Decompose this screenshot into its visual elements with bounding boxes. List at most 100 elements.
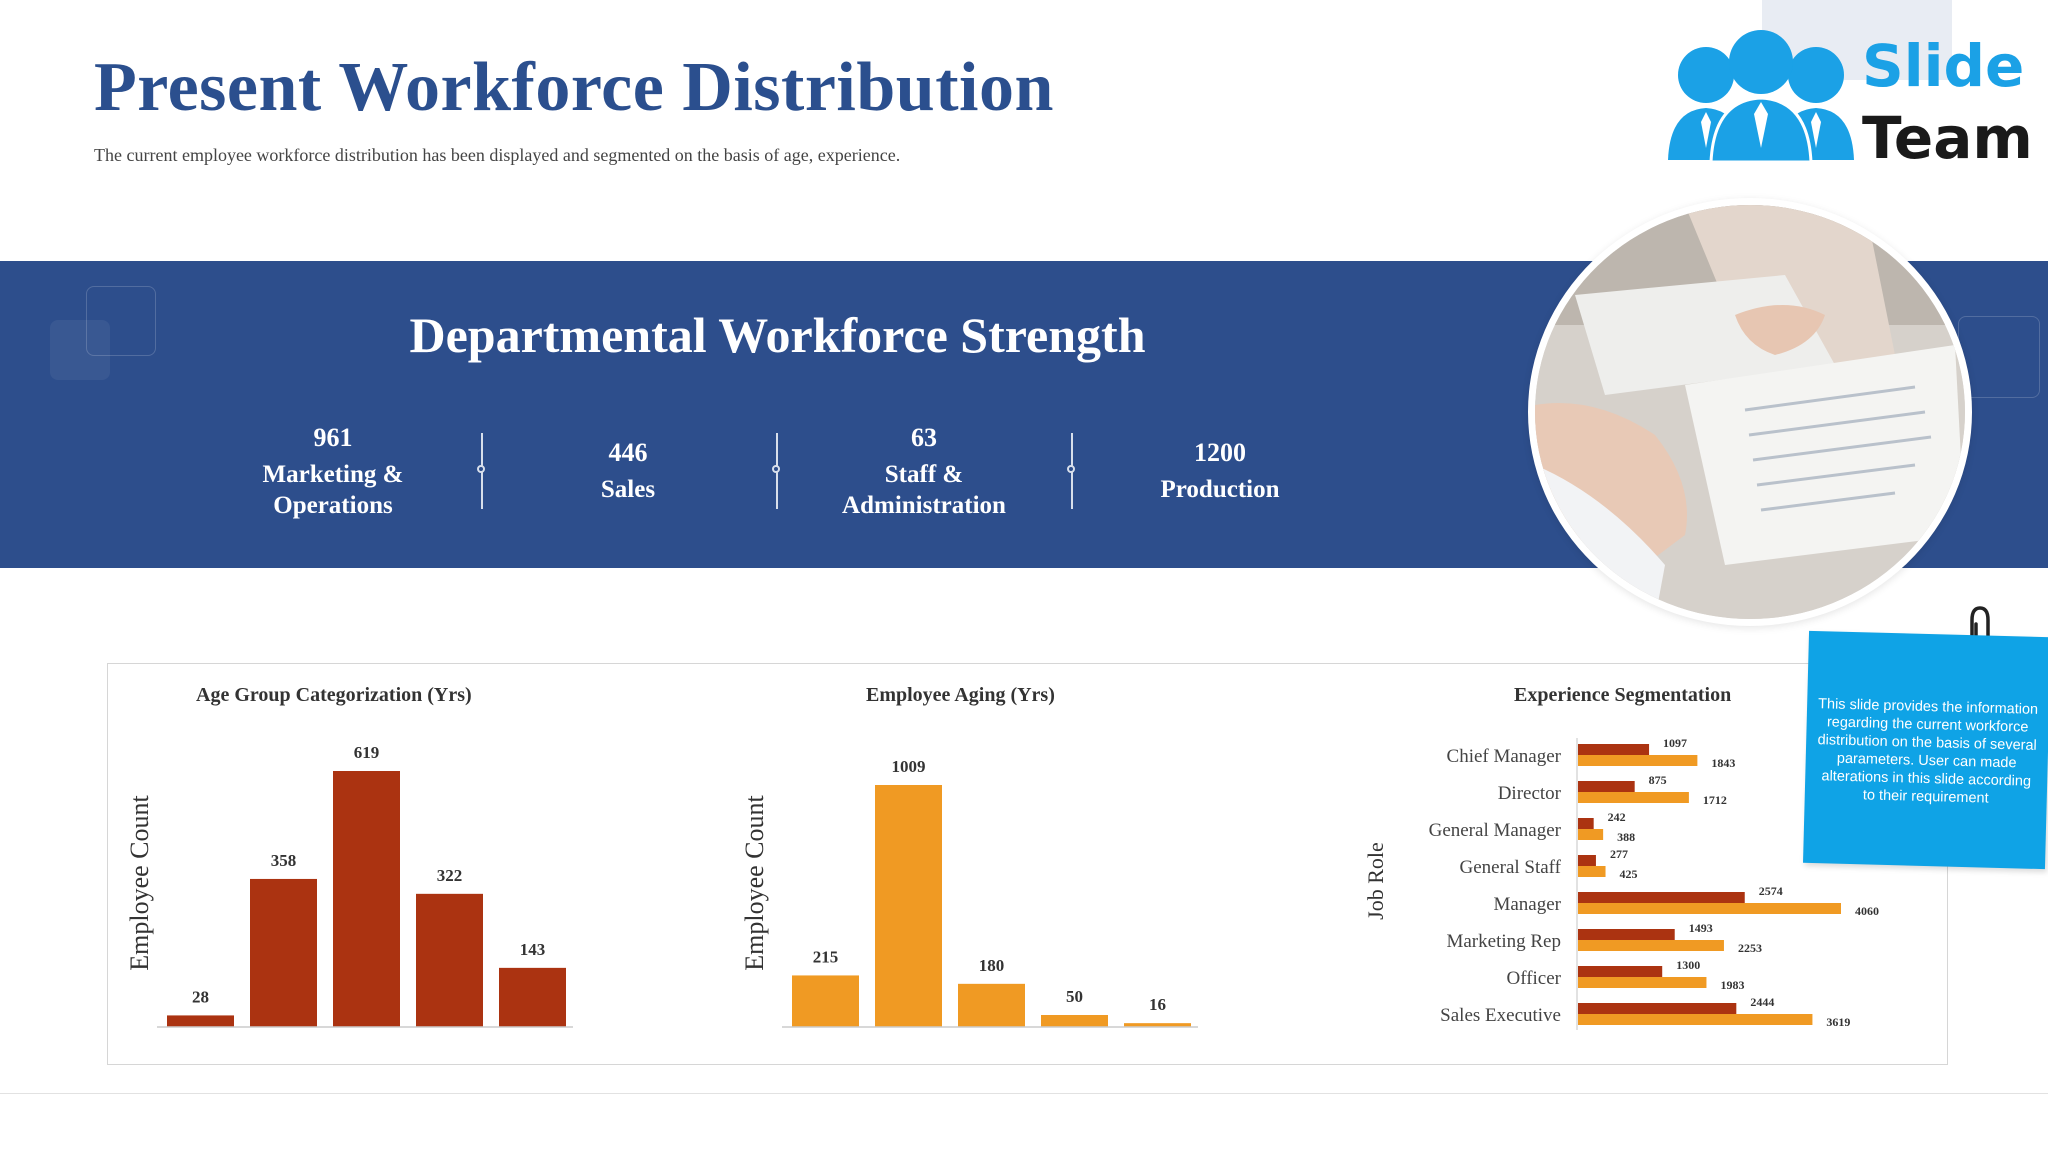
stat-value: 1200 (1194, 438, 1246, 467)
experience-data-label: 1983 (1720, 978, 1744, 992)
banner-title: Departmental Workforce Strength (409, 307, 1146, 363)
experience-bar (1578, 903, 1841, 914)
experience-data-label: 1843 (1711, 756, 1735, 770)
age-chart-data-label: 143 (520, 940, 546, 959)
sticky-note-text: This slide provides the information rega… (1817, 696, 2039, 807)
age-chart-y-axis-label: Employee Count (125, 794, 154, 970)
experience-data-label: 1097 (1663, 736, 1687, 750)
experience-chart-y-axis-label: Job Role (1363, 842, 1388, 920)
experience-bar (1578, 818, 1594, 829)
experience-category-label: Chief Manager (1447, 746, 1562, 767)
experience-category-label: General Staff (1460, 857, 1562, 878)
stat-label: Sales (600, 476, 656, 503)
experience-bar (1578, 977, 1707, 988)
experience-data-label: 875 (1649, 773, 1667, 787)
experience-data-label: 2444 (1750, 995, 1774, 1009)
experience-data-label: 4060 (1855, 904, 1879, 918)
experience-chart: Job Role Chief Manager 1097 1843 Director 87… (1363, 736, 1879, 1030)
stat-label: Production (1160, 476, 1280, 503)
experience-bar (1578, 855, 1596, 866)
experience-category-label: Marketing Rep (1446, 931, 1561, 952)
stat-label: Operations (273, 492, 393, 519)
stat-label: Marketing & (262, 461, 404, 488)
age-chart-bar (250, 878, 317, 1027)
stat-label: Staff & (884, 461, 964, 488)
logo-word-team: Team (1862, 104, 2033, 172)
experience-category-label: Officer (1506, 968, 1561, 989)
stat-staff-administration: 63 Staff & Administration (794, 423, 1054, 521)
experience-data-label: 1493 (1689, 921, 1713, 935)
banner-decor-square (86, 286, 156, 356)
stat-value: 446 (608, 438, 648, 467)
experience-bar (1578, 940, 1724, 951)
experience-chart-title: Experience Segmentation (1514, 684, 1732, 706)
experience-bar (1578, 966, 1663, 977)
experience-category-label: Sales Executive (1440, 1005, 1561, 1026)
slideteam-logo: Slide Team (1660, 0, 2033, 172)
experience-bar (1578, 781, 1635, 792)
experience-data-label: 2574 (1759, 884, 1783, 898)
experience-bar (1578, 892, 1745, 903)
stat-marketing-operations: 961 Marketing & Operations (203, 423, 463, 521)
stat-separator (477, 433, 485, 509)
employee-aging-chart: Employee Count 215 1009 180 50 16 (740, 757, 1198, 1028)
experience-bar (1578, 1014, 1813, 1025)
stat-production: 1200 Production (1090, 438, 1350, 505)
age-chart-title: Age Group Categorization (Yrs) (196, 684, 472, 706)
aging-chart-title: Employee Aging (Yrs) (866, 684, 1055, 706)
experience-data-label: 1712 (1703, 793, 1727, 807)
experience-bar (1578, 929, 1675, 940)
experience-data-label: 3619 (1826, 1015, 1850, 1029)
experience-bar (1578, 792, 1689, 803)
sticky-note: This slide provides the information rega… (1803, 630, 2048, 870)
meeting-photo (1528, 198, 1972, 626)
stat-separator (1067, 433, 1075, 509)
experience-bar (1578, 744, 1650, 755)
aging-chart-data-label: 180 (979, 956, 1005, 975)
banner-decor-square (50, 320, 110, 380)
aging-chart-data-label: 16 (1149, 995, 1166, 1014)
age-chart-bar (499, 967, 566, 1027)
experience-data-label: 242 (1608, 810, 1626, 824)
footer-divider (0, 1093, 2048, 1094)
aging-chart-data-label: 50 (1066, 987, 1083, 1006)
experience-data-label: 388 (1617, 830, 1635, 844)
experience-data-label: 277 (1610, 847, 1628, 861)
aging-chart-bar (958, 983, 1025, 1027)
experience-bar (1578, 829, 1604, 840)
age-chart-data-label: 619 (354, 743, 380, 762)
stat-label: Administration (842, 492, 1006, 519)
aging-chart-y-axis-label: Employee Count (740, 794, 769, 970)
experience-category-label: Director (1498, 783, 1562, 804)
experience-category-label: General Manager (1429, 820, 1562, 841)
page-title: Present Workforce Distribution (94, 49, 1054, 126)
age-chart-bar (333, 771, 400, 1027)
experience-bar (1578, 1003, 1737, 1014)
age-chart-bar (167, 1015, 234, 1027)
charts-panel (107, 663, 1948, 1065)
experience-data-label: 2253 (1738, 941, 1762, 955)
meeting-photo-illustration (1535, 205, 1965, 619)
team-people-icon (1668, 30, 1854, 164)
aging-chart-bar (1041, 1015, 1108, 1027)
experience-bar (1578, 755, 1698, 766)
experience-data-label: 425 (1620, 867, 1638, 881)
experience-category-label: Manager (1493, 894, 1561, 915)
aging-chart-data-label: 1009 (892, 757, 926, 776)
age-group-chart: Employee Count 28 358 619 322 143 (125, 743, 573, 1028)
stat-value: 961 (313, 423, 353, 452)
age-chart-data-label: 358 (271, 851, 297, 870)
stat-sales: 446 Sales (498, 438, 758, 505)
experience-data-label: 1300 (1676, 958, 1700, 972)
page-subtitle: The current employee workforce distribut… (94, 145, 901, 165)
aging-chart-data-label: 215 (813, 947, 839, 966)
age-chart-data-label: 28 (192, 987, 209, 1006)
stat-separator (772, 433, 780, 509)
experience-bar (1578, 866, 1606, 877)
age-chart-data-label: 322 (437, 866, 463, 885)
logo-word-slide: Slide (1862, 32, 2025, 100)
aging-chart-bar (1124, 1023, 1191, 1027)
age-chart-bar (416, 893, 483, 1027)
stat-value: 63 (911, 423, 937, 452)
aging-chart-bar (792, 975, 859, 1027)
